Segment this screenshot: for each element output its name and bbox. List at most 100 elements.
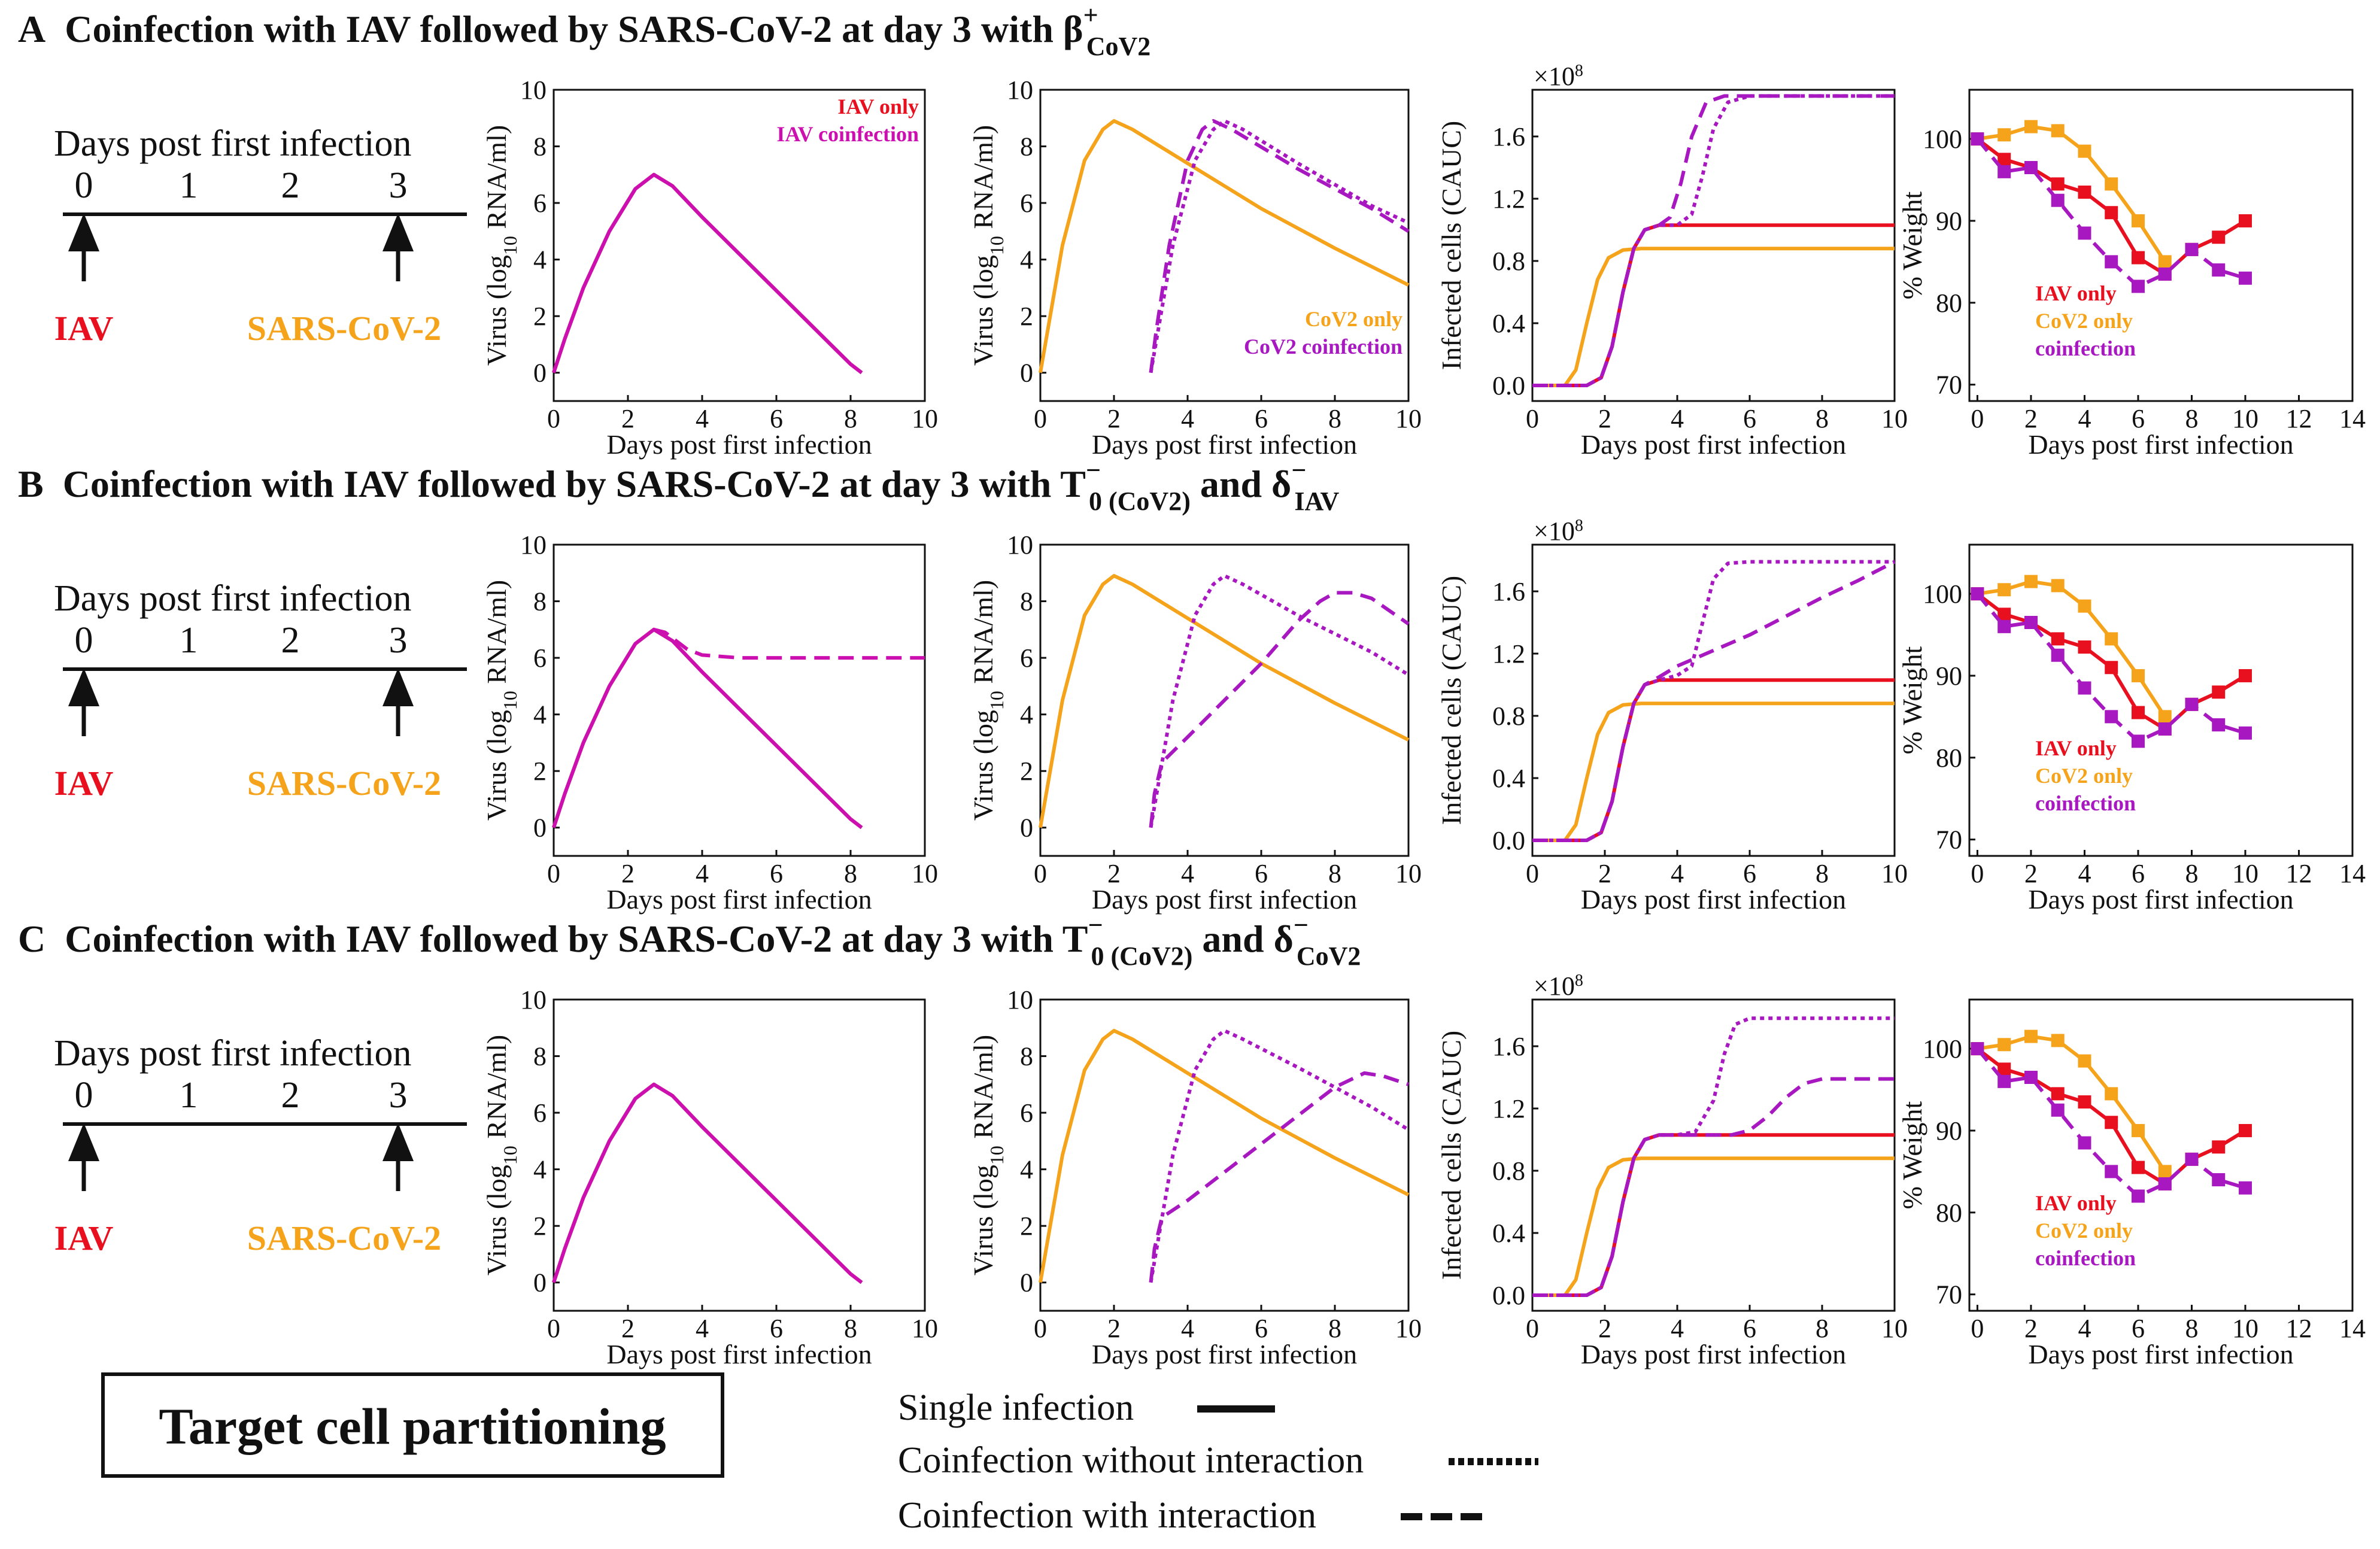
x-tick-label: 10: [2232, 859, 2258, 888]
x-tick-label: 8: [844, 1314, 857, 1343]
chart-iav_virus-a: 0 2 4 6 8 10 0 2 4 6 8 10 Days post first infection V…: [481, 75, 938, 460]
series-line-iav-coinfection-a: [552, 1082, 863, 1284]
data-point-coinf: [2051, 193, 2065, 207]
data-point-coinf: [2238, 271, 2252, 285]
x-tick-label: 8: [2185, 404, 2198, 433]
plot-frame: [1968, 543, 2354, 857]
data-point-iav: [2078, 640, 2091, 654]
data-point-cov2: [1998, 583, 2011, 597]
plot-frame: [1531, 998, 1896, 1312]
x-tick-label: 4: [1671, 404, 1684, 433]
y-tick-label: 0.4: [1492, 1219, 1525, 1248]
x-tick-label: 0: [1971, 404, 1984, 433]
legend-weight-coinfection: coinfection: [2035, 791, 2136, 815]
y-tick-label: 100: [1923, 124, 1962, 154]
panel-title-b: B Coinfection with IAV followed by SARS-…: [18, 455, 1340, 516]
y-multiplier-exponent: 8: [1575, 517, 1583, 535]
legend-weight-coinfection: coinfection: [2035, 336, 2136, 360]
y-axis-label-sub: 10: [986, 691, 1007, 710]
data-point-iav: [2212, 1140, 2226, 1154]
timeline-day-label: 1: [180, 620, 198, 661]
y-axis-label-part: RNA/ml): [968, 580, 998, 691]
data-point-cov2: [2158, 255, 2172, 269]
series-line-cov2-coinfection-c-interaction-: [1149, 1071, 1409, 1283]
data-point-coinf: [2131, 734, 2145, 748]
y-multiplier-label: ×108: [1534, 517, 1583, 546]
line-key-label-2: Coinfection without interaction: [898, 1440, 1364, 1481]
series-line-cov2-coinfection-b-no-interaction-: [1149, 574, 1410, 828]
data-point-cov2: [2024, 575, 2038, 588]
x-tick-label: 6: [1743, 1314, 1756, 1343]
cov2-infection-label: SARS-CoV-2: [247, 309, 441, 348]
x-tick-label: 6: [1255, 859, 1268, 888]
title-symbol-sup: −: [1086, 455, 1101, 485]
y-tick-label: 6: [1020, 643, 1033, 673]
x-tick-label: 12: [2285, 404, 2312, 433]
chart-weight-b: 0 2 4 6 8 10 12 14 70 80 90 100 Days post first infe…: [1897, 543, 2366, 915]
timeline-day-label: 0: [75, 620, 93, 661]
y-tick-label: 0.8: [1492, 247, 1525, 276]
title-symbol-2: δ: [1274, 918, 1294, 960]
x-tick-label: 6: [1255, 1314, 1268, 1343]
y-axis-label: Virus (log10 RNA/ml): [968, 125, 1007, 366]
series-line-iav-only: [552, 172, 863, 375]
x-tick-label: 8: [1816, 404, 1829, 433]
chart-iav_virus-c: 0 2 4 6 8 10 0 2 4 6 8 10 Days post first infection V…: [481, 985, 938, 1369]
timeline-day-label: 3: [389, 620, 408, 661]
x-tick-label: 10: [1395, 859, 1422, 888]
data-point-coinf: [2158, 722, 2172, 736]
x-tick-label: 6: [770, 1314, 783, 1343]
y-axis-label: % Weight: [1897, 1101, 1927, 1209]
x-tick-label: 2: [1107, 1314, 1121, 1343]
x-tick-label: 6: [1255, 404, 1268, 433]
data-point-coinf: [2131, 1189, 2145, 1203]
y-tick-label: 1.2: [1492, 184, 1525, 214]
y-tick-label: 2: [533, 757, 547, 786]
infection-arrow-head: [382, 668, 414, 706]
y-tick-label: 100: [1923, 1034, 1962, 1064]
x-tick-label: 6: [770, 404, 783, 433]
data-point-coinf: [2024, 1071, 2038, 1084]
x-tick-label: 2: [2024, 1314, 2038, 1343]
plot-frame: [552, 543, 926, 857]
chart-infected_cells-b: 0 2 4 6 8 10 0.0 0.4 0.8 1.2 1.6 Days post first in…: [1436, 517, 1908, 915]
y-tick-label: 6: [533, 643, 547, 673]
line-key-label-1: Single infection: [898, 1387, 1134, 1428]
panel-letter: B: [18, 463, 44, 505]
y-tick-label: 8: [1020, 587, 1033, 616]
y-tick-label: 0: [1020, 813, 1033, 843]
x-tick-label: 12: [2285, 1314, 2312, 1343]
x-tick-label: 4: [1181, 404, 1194, 433]
y-tick-label: 6: [533, 189, 547, 218]
x-tick-label: 14: [2339, 859, 2366, 888]
y-axis-label: Virus (log10 RNA/ml): [481, 1035, 521, 1275]
y-tick-label: 70: [1936, 825, 1962, 855]
plot-frame: [1531, 543, 1896, 857]
y-axis-label-part: RNA/ml): [481, 580, 512, 691]
y-tick-label: 10: [1007, 75, 1033, 105]
y-tick-label: 8: [533, 587, 547, 616]
y-axis-label-part: RNA/ml): [968, 1035, 998, 1146]
legend-iav-only: IAV only: [837, 95, 919, 119]
timeline-title: Days post first infection: [54, 123, 412, 164]
data-point-coinf: [2024, 616, 2038, 629]
infection-arrow-head: [68, 213, 99, 251]
data-point-cov2: [2158, 710, 2172, 724]
legend-weight-iav: IAV only: [2035, 1191, 2117, 1215]
x-tick-label: 10: [1881, 404, 1908, 433]
plot-frame: [1039, 89, 1410, 402]
x-tick-label: 8: [1328, 859, 1341, 888]
x-tick-label: 0: [547, 859, 560, 888]
x-tick-label: 2: [1598, 404, 1611, 433]
cov2-infection-label: SARS-CoV-2: [247, 764, 441, 803]
x-tick-label: 4: [1181, 1314, 1194, 1343]
timeline-day-label: 0: [75, 1075, 93, 1116]
data-point-cov2: [1998, 1038, 2011, 1052]
y-axis-label-part: RNA/ml): [481, 1035, 512, 1146]
y-tick-label: 2: [1020, 302, 1033, 331]
x-axis-label: Days post first infection: [1092, 1339, 1357, 1369]
data-point-coinf: [2212, 263, 2226, 277]
y-axis-label-part: RNA/ml): [481, 125, 512, 236]
data-point-iav: [2105, 661, 2118, 675]
title-symbol: β: [1063, 8, 1083, 50]
